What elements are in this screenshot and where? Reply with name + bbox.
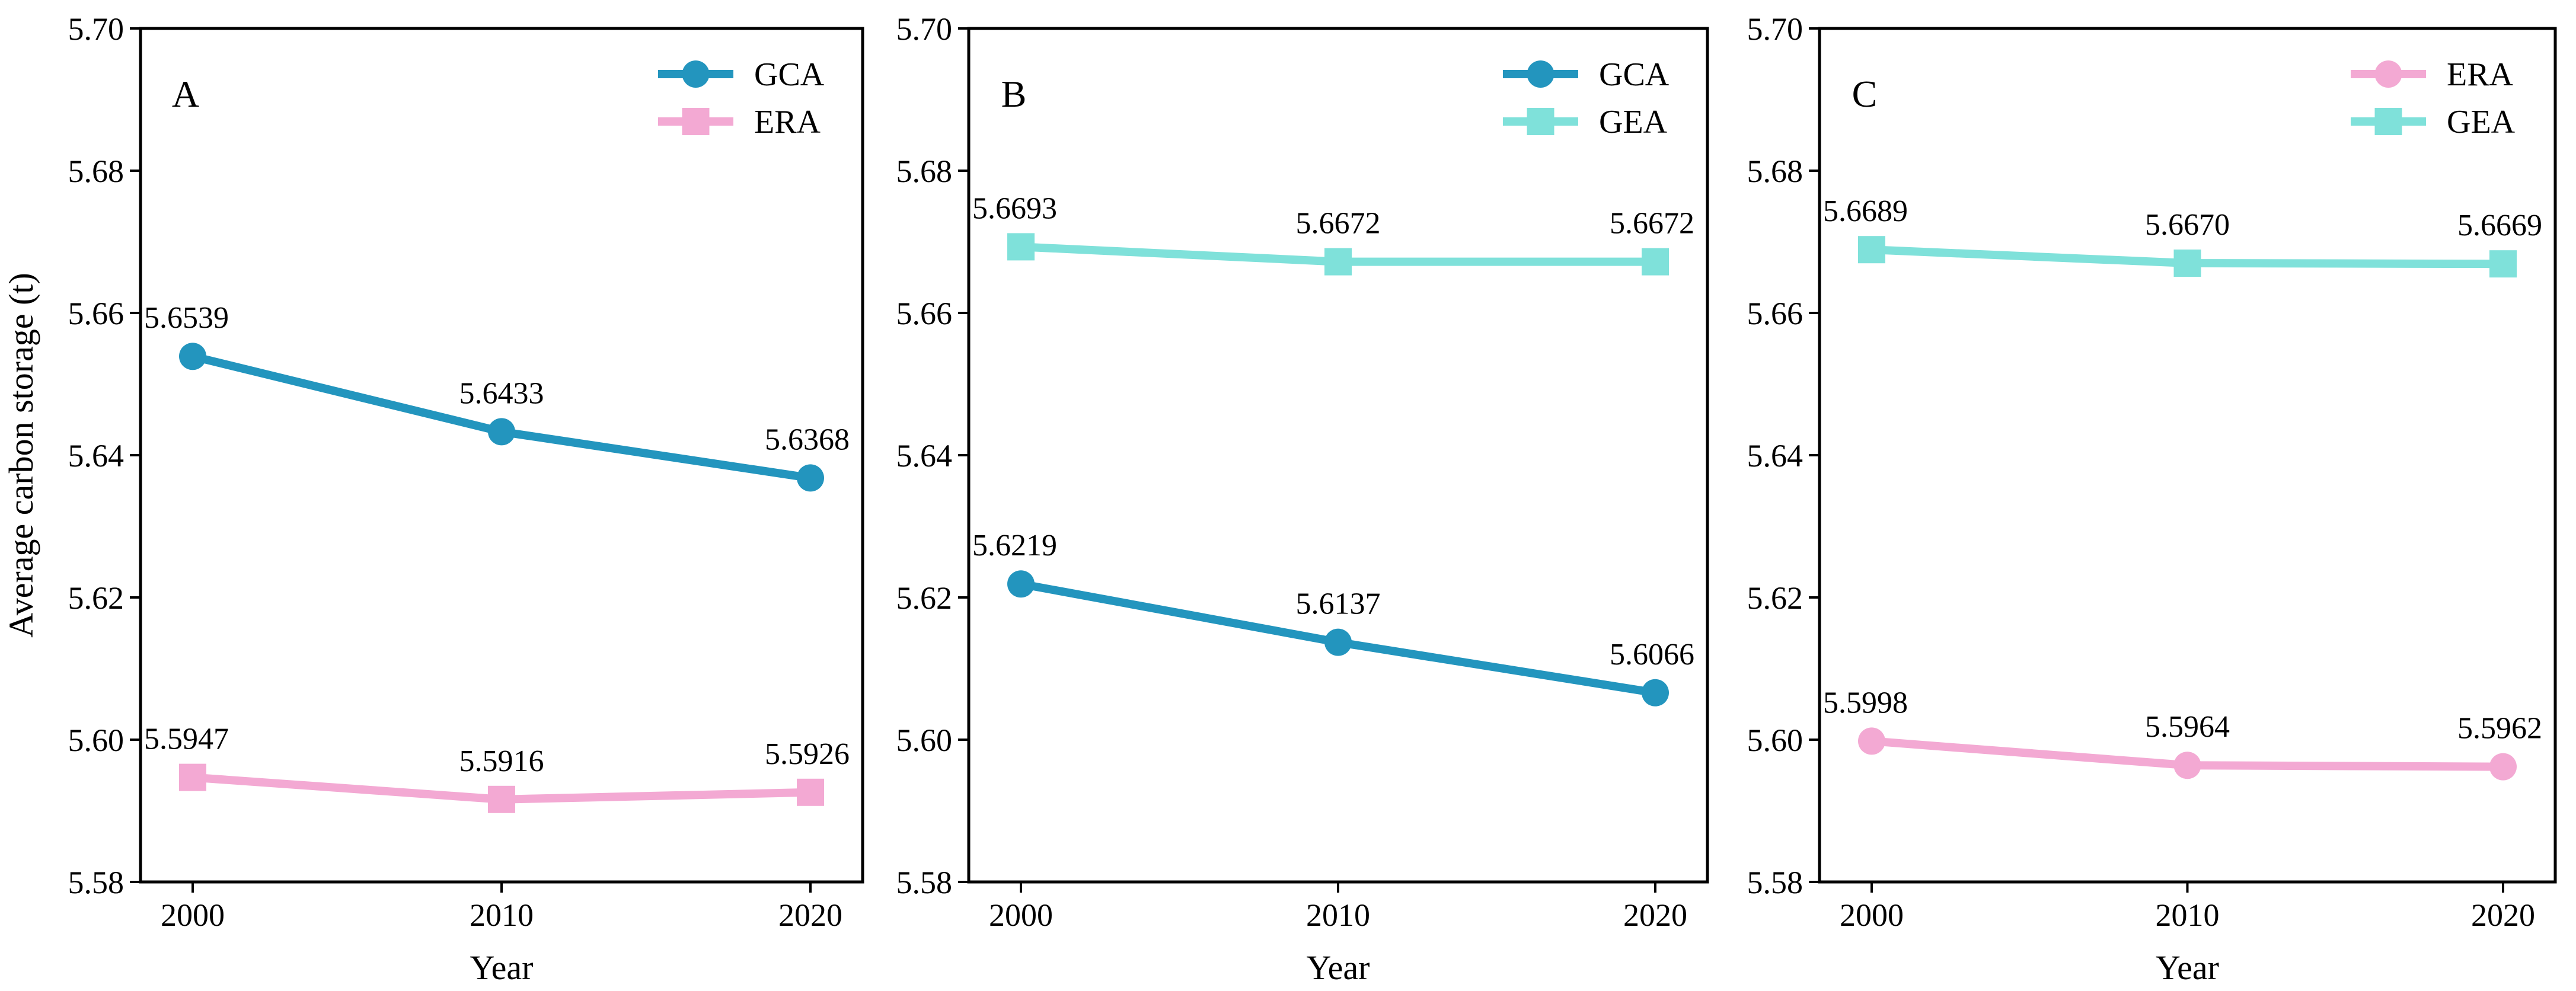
legend-marker-square bbox=[682, 108, 710, 135]
y-tick-label: 5.64 bbox=[68, 438, 125, 474]
y-tick-label: 5.70 bbox=[1747, 11, 1803, 47]
panel-C: 5.58 5.60 5.62 5.64 5.66 5.68 5.70 2000 2010 2020… bbox=[1747, 11, 2557, 987]
data-point-marker-circle bbox=[1007, 570, 1035, 598]
data-point-marker-circle bbox=[1324, 628, 1352, 656]
y-tick-label: 5.62 bbox=[1747, 580, 1803, 616]
legend-label: GEA bbox=[2447, 104, 2516, 140]
y-tick-label: 5.64 bbox=[896, 438, 953, 474]
legend-marker-square bbox=[2374, 108, 2402, 135]
legend-label: ERA bbox=[2447, 56, 2514, 93]
x-tick-label: 2010 bbox=[470, 897, 534, 933]
plot-frame bbox=[967, 27, 1709, 884]
data-label: 5.6672 bbox=[1296, 207, 1381, 241]
data-label: 5.6669 bbox=[2457, 209, 2542, 242]
data-label: 5.5998 bbox=[1823, 686, 1908, 720]
data-label: 5.6433 bbox=[459, 376, 544, 410]
data-label: 5.6672 bbox=[1610, 207, 1694, 241]
x-tick-label: 2010 bbox=[1306, 897, 1370, 933]
data-label: 5.6539 bbox=[144, 301, 229, 335]
data-label: 5.6693 bbox=[972, 191, 1057, 225]
data-point-marker-square bbox=[1642, 248, 1669, 276]
x-tick-label: 2010 bbox=[2156, 897, 2220, 933]
y-tick-label: 5.66 bbox=[896, 296, 953, 331]
panel-letter: B bbox=[1001, 73, 1027, 115]
data-point-marker-square bbox=[2489, 250, 2517, 278]
y-tick-label: 5.66 bbox=[1747, 296, 1803, 331]
data-point-marker-circle bbox=[1642, 679, 1669, 707]
y-tick-label: 5.60 bbox=[1747, 723, 1803, 758]
x-tick-label: 2000 bbox=[1840, 897, 1904, 933]
panel-A: 5.58 5.60 5.62 5.64 5.66 5.68 5.70 2000 2010 2020… bbox=[2, 11, 864, 987]
legend-label: GCA bbox=[754, 56, 825, 93]
panel-B: 5.58 5.60 5.62 5.64 5.66 5.68 5.70 2000 2010 2020… bbox=[896, 11, 1709, 987]
legend-marker-circle bbox=[1527, 60, 1554, 88]
x-tick-label: 2020 bbox=[778, 897, 842, 933]
data-label: 5.5947 bbox=[144, 723, 229, 756]
data-label: 5.5926 bbox=[765, 737, 850, 771]
data-point-marker-circle bbox=[179, 343, 206, 370]
series-line-GCA bbox=[189, 352, 815, 482]
y-tick-label: 5.60 bbox=[896, 723, 953, 758]
y-tick-label: 5.66 bbox=[68, 296, 125, 331]
data-point-marker-square bbox=[1858, 236, 1885, 264]
legend-marker-square bbox=[1527, 108, 1554, 135]
data-point-marker-square bbox=[488, 785, 515, 813]
panel-letter: C bbox=[1852, 73, 1878, 115]
data-label: 5.6219 bbox=[972, 529, 1057, 562]
axis-title-y: Average carbon storage (t) bbox=[2, 273, 40, 638]
y-tick-label: 5.68 bbox=[68, 154, 125, 189]
data-label: 5.6137 bbox=[1296, 587, 1381, 621]
data-point-marker-square bbox=[797, 778, 824, 806]
y-tick-label: 5.70 bbox=[896, 11, 953, 47]
data-label: 5.6689 bbox=[1823, 194, 1908, 228]
data-point-marker-circle bbox=[2173, 752, 2201, 779]
legend-marker-circle bbox=[682, 60, 710, 88]
y-tick-label: 5.70 bbox=[68, 11, 125, 47]
y-tick-label: 5.60 bbox=[68, 723, 125, 758]
axis-title-x: Year bbox=[470, 948, 534, 987]
x-tick-label: 2000 bbox=[989, 897, 1053, 933]
legend-marker-circle bbox=[2374, 60, 2402, 88]
axis-title-x: Year bbox=[1307, 948, 1370, 987]
legend-label: ERA bbox=[754, 104, 821, 140]
y-tick-label: 5.64 bbox=[1747, 438, 1803, 474]
data-label: 5.6066 bbox=[1610, 638, 1694, 672]
data-point-marker-circle bbox=[488, 418, 515, 446]
data-point-marker-circle bbox=[2489, 753, 2517, 781]
data-label: 5.5916 bbox=[459, 744, 544, 778]
x-tick-label: 2020 bbox=[1623, 897, 1687, 933]
data-label: 5.5962 bbox=[2457, 712, 2542, 746]
data-label: 5.6670 bbox=[2145, 208, 2230, 242]
panel-letter: A bbox=[172, 73, 199, 115]
data-point-marker-square bbox=[2173, 250, 2201, 277]
y-tick-label: 5.62 bbox=[68, 580, 125, 616]
data-point-marker-square bbox=[179, 763, 206, 791]
data-label: 5.5964 bbox=[2145, 710, 2230, 744]
y-tick-label: 5.58 bbox=[68, 865, 125, 900]
x-tick-label: 2020 bbox=[2471, 897, 2535, 933]
x-tick-label: 2000 bbox=[161, 897, 225, 933]
legend-label: GCA bbox=[1599, 56, 1670, 93]
y-tick-label: 5.58 bbox=[1747, 865, 1803, 900]
data-point-marker-circle bbox=[1858, 727, 1885, 755]
data-point-marker-square bbox=[1007, 233, 1035, 261]
y-tick-label: 5.68 bbox=[1747, 154, 1803, 189]
y-tick-label: 5.58 bbox=[896, 865, 953, 900]
data-point-marker-circle bbox=[797, 464, 824, 492]
legend-label: GEA bbox=[1599, 104, 1668, 140]
data-label: 5.6368 bbox=[765, 423, 850, 456]
y-tick-label: 5.62 bbox=[896, 580, 953, 616]
data-point-marker-square bbox=[1324, 248, 1352, 276]
y-tick-label: 5.68 bbox=[896, 154, 953, 189]
axis-title-x: Year bbox=[2156, 948, 2219, 987]
